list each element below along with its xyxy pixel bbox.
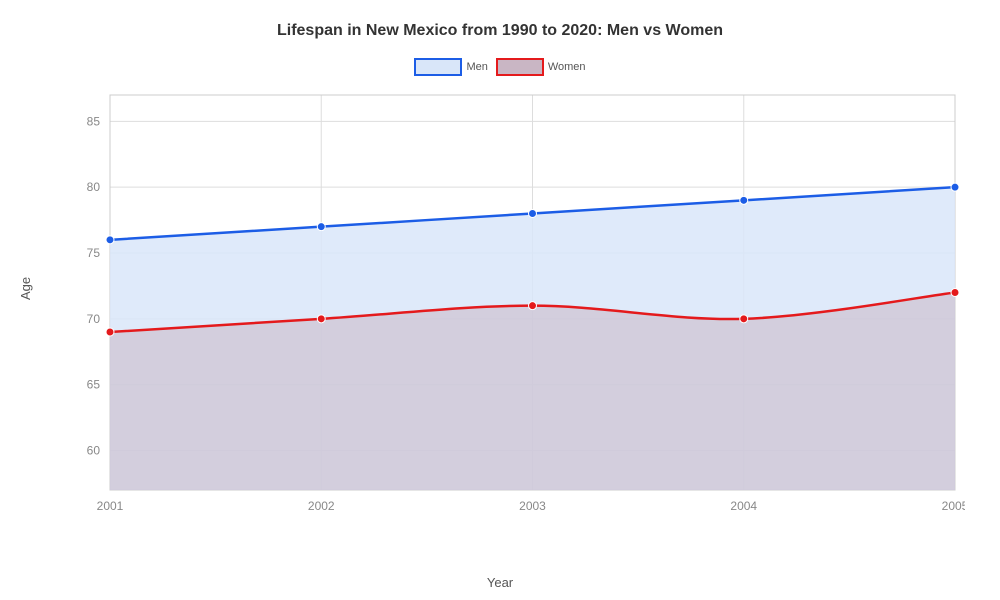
x-tick-label: 2005 xyxy=(942,499,965,513)
plot-area: 60 65 70 75 80 85 2001 2002 2003 2004 2005 xyxy=(70,90,965,520)
x-axis-label: Year xyxy=(487,575,513,590)
x-tick-label: 2003 xyxy=(519,499,546,513)
y-tick-label: 60 xyxy=(87,444,101,458)
legend-swatch-men xyxy=(414,58,462,76)
legend-label-men: Men xyxy=(466,61,487,73)
y-tick-label: 85 xyxy=(87,114,101,128)
legend-label-women: Women xyxy=(548,61,586,73)
y-tick-label: 70 xyxy=(87,312,101,326)
x-tick-label: 2001 xyxy=(97,499,124,513)
x-tick-label: 2004 xyxy=(730,499,757,513)
marker-men xyxy=(951,183,959,191)
x-tick-label: 2002 xyxy=(308,499,335,513)
y-tick-label: 80 xyxy=(87,180,101,194)
legend-swatch-women xyxy=(496,58,544,76)
y-tick-label: 65 xyxy=(87,378,101,392)
chart-title: Lifespan in New Mexico from 1990 to 2020… xyxy=(0,0,1000,40)
marker-women xyxy=(317,315,325,323)
legend-item-women: Women xyxy=(496,58,586,76)
marker-women xyxy=(529,302,537,310)
legend: Men Women xyxy=(0,58,1000,76)
legend-item-men: Men xyxy=(414,58,487,76)
y-tick-label: 75 xyxy=(87,246,101,260)
marker-men xyxy=(317,223,325,231)
chart-container: Lifespan in New Mexico from 1990 to 2020… xyxy=(0,0,1000,600)
marker-women xyxy=(740,315,748,323)
marker-men xyxy=(106,236,114,244)
marker-women xyxy=(106,328,114,336)
marker-men xyxy=(740,196,748,204)
plot-svg: 60 65 70 75 80 85 2001 2002 2003 2004 2005 xyxy=(70,90,965,520)
marker-men xyxy=(529,210,537,218)
marker-women xyxy=(951,289,959,297)
y-axis-label: Age xyxy=(18,277,33,300)
